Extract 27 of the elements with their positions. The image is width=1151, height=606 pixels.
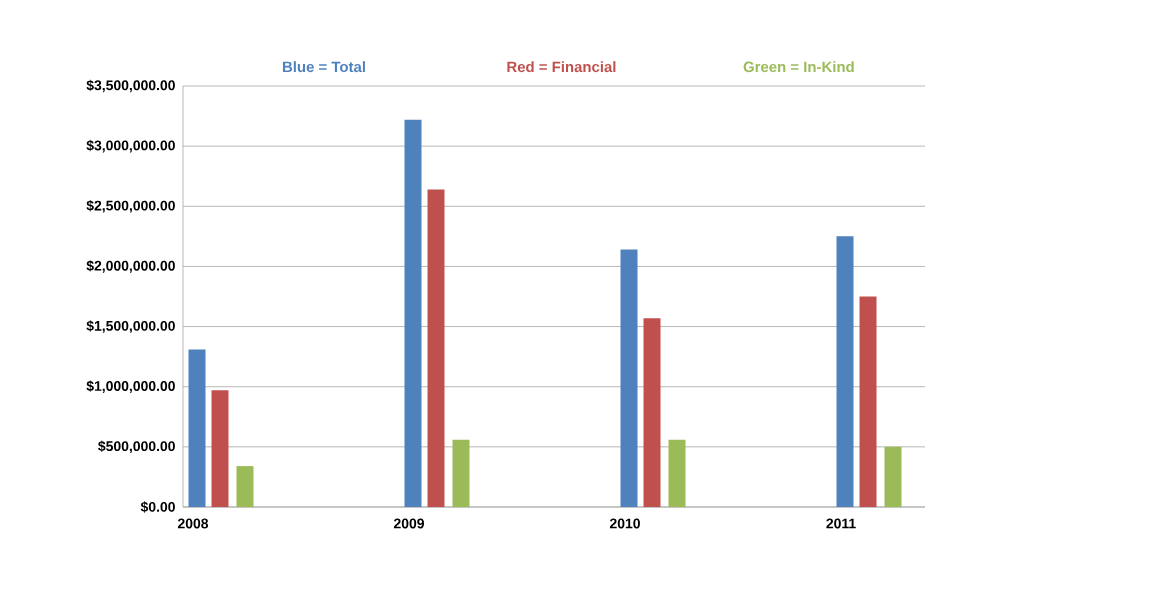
x-tick-label: 2009 (393, 518, 424, 529)
bar (884, 446, 902, 507)
bar (211, 390, 229, 507)
bar (427, 189, 445, 507)
text: Blue = Total (282, 61, 365, 73)
bar (452, 439, 470, 507)
bar (836, 236, 854, 507)
x-tick-label: 2008 (177, 518, 209, 529)
y-tick-label: $2,000,000.00 (86, 260, 175, 273)
y-tick-label: $500,000.00 (98, 440, 175, 454)
bar (643, 318, 661, 507)
bar (859, 296, 877, 507)
bar (188, 349, 206, 507)
bar (668, 439, 686, 507)
bar (236, 466, 254, 507)
x-tick-label: 2011 (826, 518, 856, 529)
text: Red = Financial (507, 61, 616, 73)
x-tick-label: 2010 (609, 518, 640, 529)
text: Green = In-Kind (743, 61, 854, 73)
y-tick-label: $2,500,000.00 (86, 200, 175, 213)
bar (404, 119, 422, 507)
y-tick-label: $1,000,000.00 (86, 380, 175, 393)
y-tick-label: $1,500,000.00 (86, 320, 175, 333)
y-tick-label: $3,500,000.00 (86, 79, 175, 93)
bar (620, 249, 638, 507)
y-tick-label: $0.00 (140, 501, 175, 513)
y-tick-label: $3,000,000.00 (86, 139, 175, 153)
